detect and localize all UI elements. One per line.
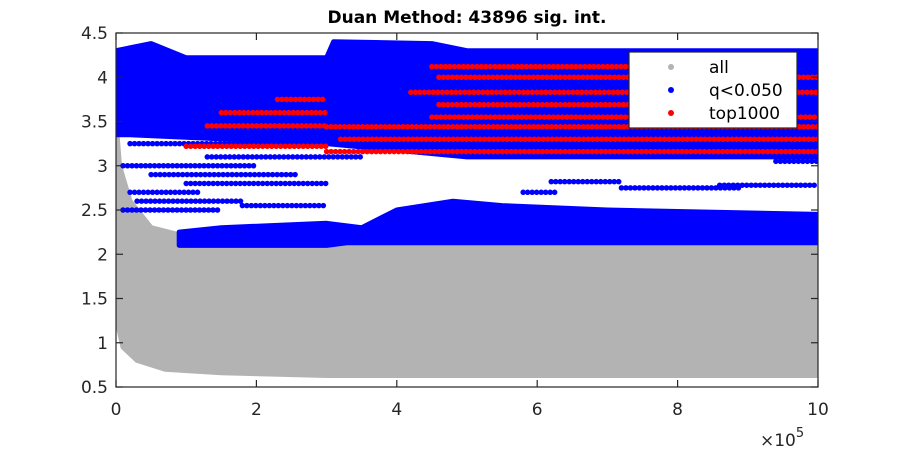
- x-tick-label: 4: [391, 400, 402, 420]
- y-tick-label: 1.5: [81, 290, 108, 310]
- plot-area: [116, 39, 818, 378]
- y-tick-label: 4: [97, 68, 108, 88]
- legend-label-top1000: top1000: [709, 104, 780, 124]
- x-exponent-label: ×105: [760, 426, 804, 450]
- y-tick-label: 1: [97, 334, 108, 354]
- y-tick-label: 0.5: [81, 378, 108, 398]
- y-tick-label: 3: [97, 157, 108, 177]
- y-tick-label: 2: [97, 245, 108, 265]
- legend-label-all: all: [709, 58, 729, 78]
- x-tick-label: 10: [807, 400, 829, 420]
- legend-marker-q: [668, 87, 674, 93]
- point-cloud-all: [116, 119, 818, 378]
- y-tick-label: 2.5: [81, 201, 108, 221]
- x-tick-label: 8: [672, 400, 683, 420]
- x-tick-label: 6: [532, 400, 543, 420]
- axis-ticks: 0 2 4 6 8 10 0.5 1 1.5 2 2.5 3 3.5 4 4.5: [81, 24, 829, 420]
- point-cloud-q<0.050: [176, 198, 818, 248]
- legend-marker-top1000: [668, 110, 674, 116]
- y-tick-label: 3.5: [81, 113, 108, 133]
- legend: all q<0.050 top1000: [628, 51, 798, 129]
- legend-marker-all: [668, 64, 674, 70]
- y-tick-label: 4.5: [81, 24, 108, 44]
- legend-label-q: q<0.050: [709, 81, 783, 101]
- x-tick-label: 2: [251, 400, 262, 420]
- x-tick-label: 0: [111, 400, 122, 420]
- chart-title: Duan Method: 43896 sig. int.: [327, 8, 606, 28]
